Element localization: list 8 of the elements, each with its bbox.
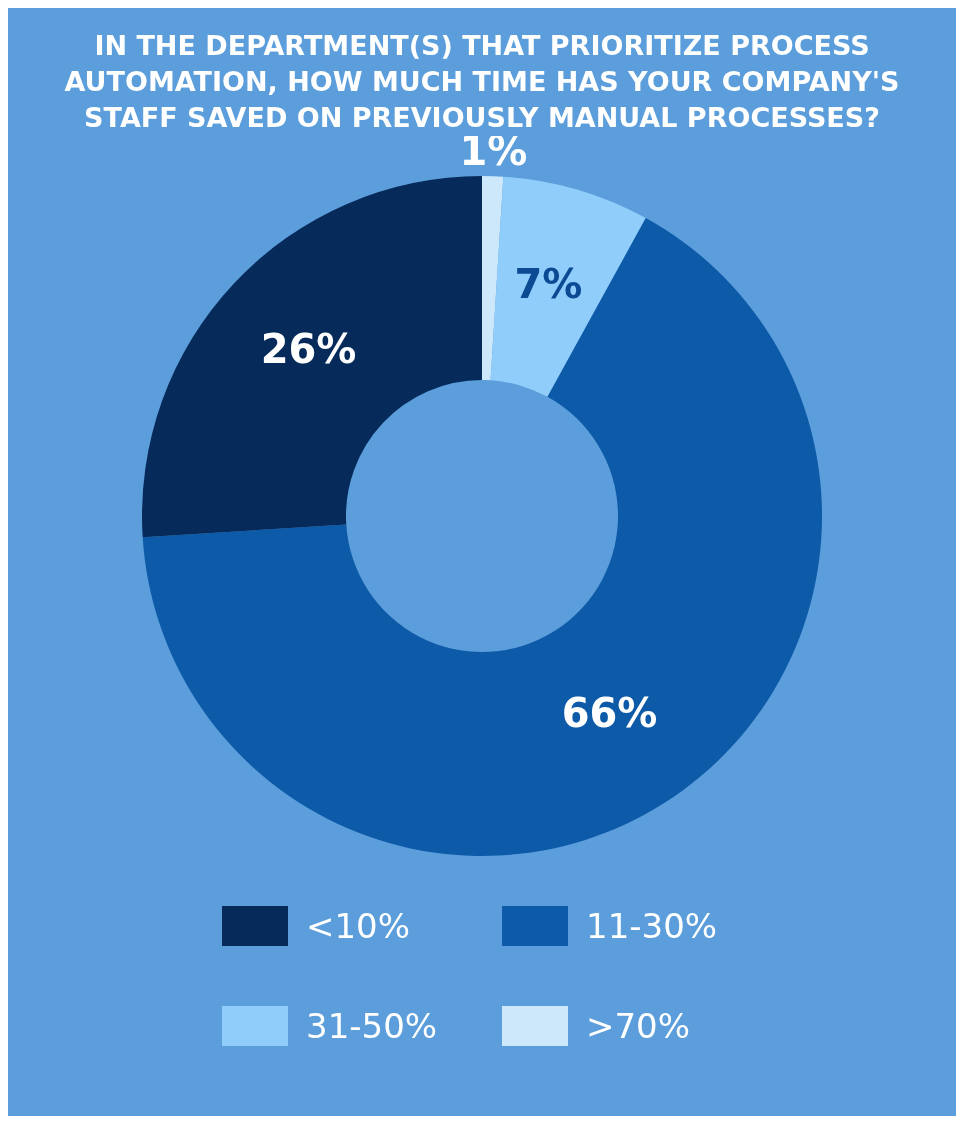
legend-label: 11-30%: [586, 906, 718, 946]
legend-label: <10%: [306, 906, 411, 946]
data-label: 26%: [260, 326, 357, 373]
legend-label: 31-50%: [306, 1006, 438, 1046]
data-label: 7%: [514, 260, 583, 307]
chart-title: IN THE DEPARTMENT(S) THAT PRIORITIZE PROCESS AUTOMATION, HOW MUCH TIME HAS YOUR COMPANY'S STAFF SAVED ON PREVIOUSLY MANUAL PROCESSES?: [63, 29, 901, 135]
legend-label: >70%: [586, 1006, 691, 1046]
data-label: 66%: [561, 690, 658, 737]
